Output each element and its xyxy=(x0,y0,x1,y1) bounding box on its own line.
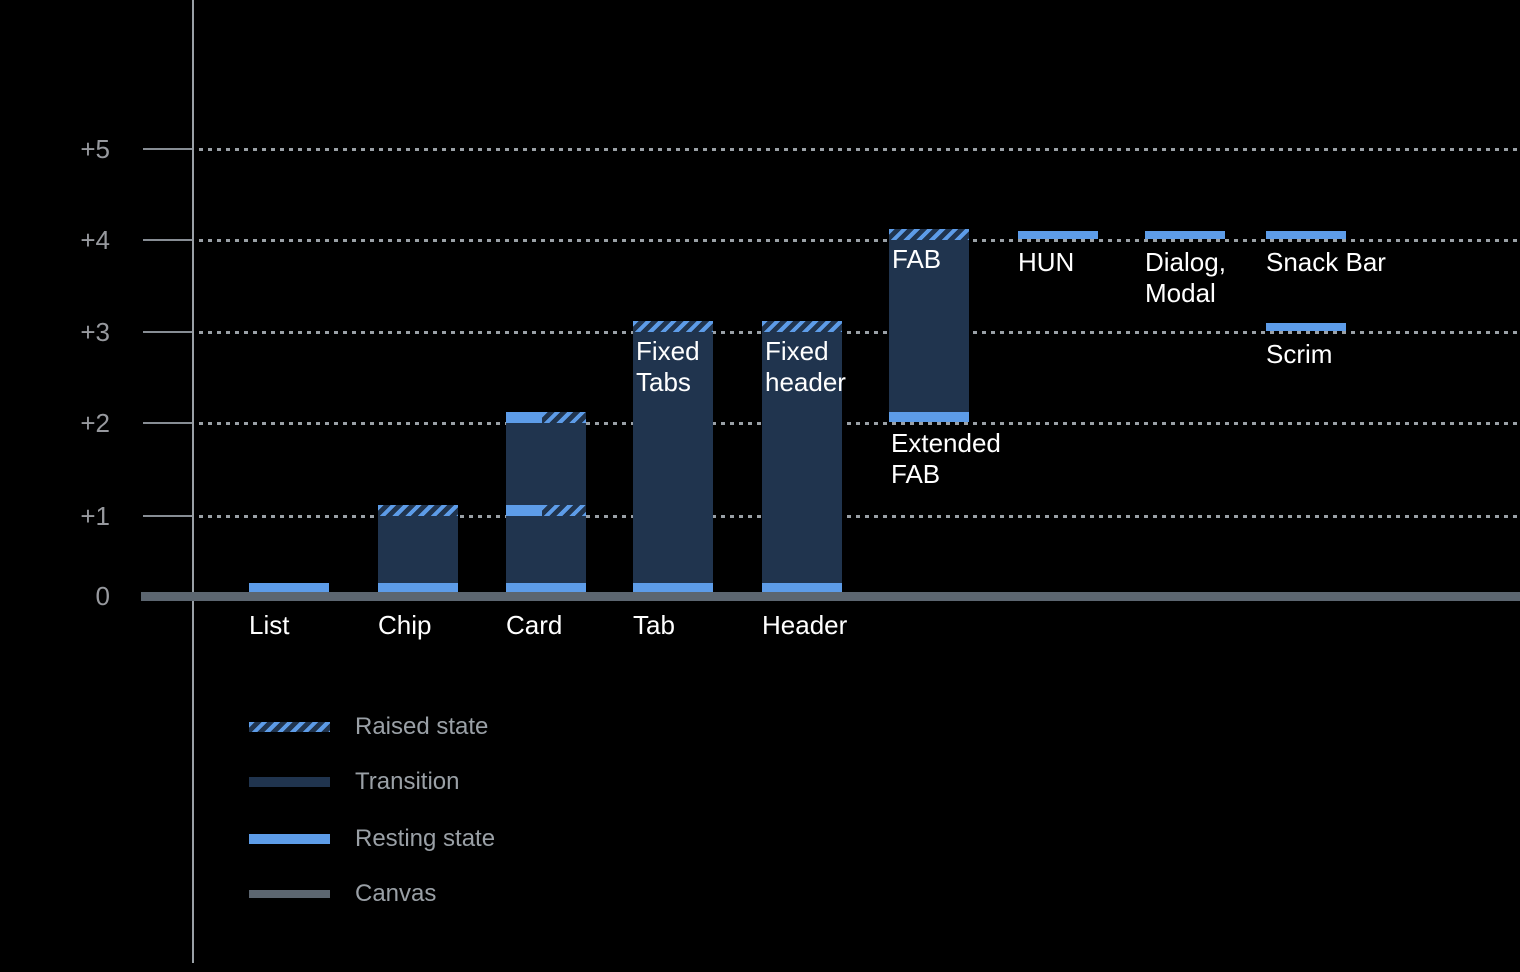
band-snack-bar-resting xyxy=(1266,231,1346,239)
tick-5 xyxy=(143,148,193,150)
legend-label-canvas: Canvas xyxy=(355,880,437,907)
gridline-4 xyxy=(199,239,1520,242)
canvas-baseline xyxy=(141,592,1520,601)
label-tab: Tab xyxy=(633,610,675,640)
tick-label-4: +4 xyxy=(80,225,110,255)
inner-label-header: Fixed header xyxy=(765,336,846,397)
tick-label-0: 0 xyxy=(95,581,110,611)
label-hun: HUN xyxy=(1018,247,1075,277)
band-dialog-modal-resting xyxy=(1145,231,1225,239)
band-scrim-resting xyxy=(1266,323,1346,331)
band-card-resting-raised-1 xyxy=(506,505,586,516)
band-tab-resting xyxy=(633,583,713,592)
band-card-raised-part-2 xyxy=(542,412,586,423)
bar-chip-transition xyxy=(378,505,458,592)
legend-item-raised-state: Raised state xyxy=(249,712,488,742)
label-snack-bar: Snack Bar xyxy=(1266,247,1386,277)
band-chip-resting xyxy=(378,583,458,592)
legend-item-resting-state: Resting state xyxy=(249,824,495,854)
band-card-resting-part-2 xyxy=(506,412,542,423)
legend-item-canvas: Canvas xyxy=(249,879,436,909)
band-header-resting xyxy=(762,583,842,592)
band-extended-fab-resting xyxy=(889,412,969,422)
gridline-1 xyxy=(199,515,1520,518)
tick-label-3: +3 xyxy=(80,317,110,347)
band-card-resting-part-1 xyxy=(506,505,542,516)
label-scrim: Scrim xyxy=(1266,339,1333,369)
tick-2 xyxy=(143,422,193,424)
band-card-raised-part-1 xyxy=(542,505,586,516)
tick-4 xyxy=(143,239,193,241)
tick-label-5: +5 xyxy=(80,134,110,164)
band-header-raised xyxy=(762,321,842,332)
gridline-5 xyxy=(199,148,1520,151)
band-hun-resting xyxy=(1018,231,1098,239)
gridline-2 xyxy=(199,422,1520,425)
legend-swatch-transition xyxy=(249,777,330,787)
bar-header-transition xyxy=(762,321,842,592)
band-list-resting xyxy=(249,583,329,592)
tick-1 xyxy=(143,515,193,517)
label-extended-fab: Extended FAB xyxy=(891,428,1001,489)
bar-extended-fab-transition xyxy=(889,229,969,422)
label-chip: Chip xyxy=(378,610,432,640)
legend-label-transition: Transition xyxy=(355,768,460,795)
bar-tab-transition xyxy=(633,321,713,592)
inner-label-tab: Fixed Tabs xyxy=(636,336,700,397)
gridline-3 xyxy=(199,331,1520,334)
band-card-resting-raised-2 xyxy=(506,412,586,423)
tick-label-2: +2 xyxy=(80,408,110,438)
legend-swatch-canvas xyxy=(249,890,330,898)
y-axis-line xyxy=(192,0,194,963)
band-extended-fab-raised xyxy=(889,229,969,240)
legend-swatch-raised-state xyxy=(249,722,330,732)
inner-label-extended-fab: FAB xyxy=(892,244,942,274)
label-card: Card xyxy=(506,610,563,640)
label-dialog-modal: Dialog, Modal xyxy=(1145,247,1226,308)
label-header: Header xyxy=(762,610,848,640)
band-chip-raised xyxy=(378,505,458,516)
legend-label-raised-state: Raised state xyxy=(355,713,489,740)
label-list: List xyxy=(249,610,290,640)
legend-label-resting-state: Resting state xyxy=(355,825,496,852)
bar-card-transition xyxy=(506,412,586,592)
legend-item-transition: Transition xyxy=(249,767,459,797)
tick-3 xyxy=(143,331,193,333)
legend-swatch-resting-state xyxy=(249,834,330,844)
band-card-resting xyxy=(506,583,586,592)
tick-label-1: +1 xyxy=(80,501,110,531)
band-tab-raised xyxy=(633,321,713,332)
